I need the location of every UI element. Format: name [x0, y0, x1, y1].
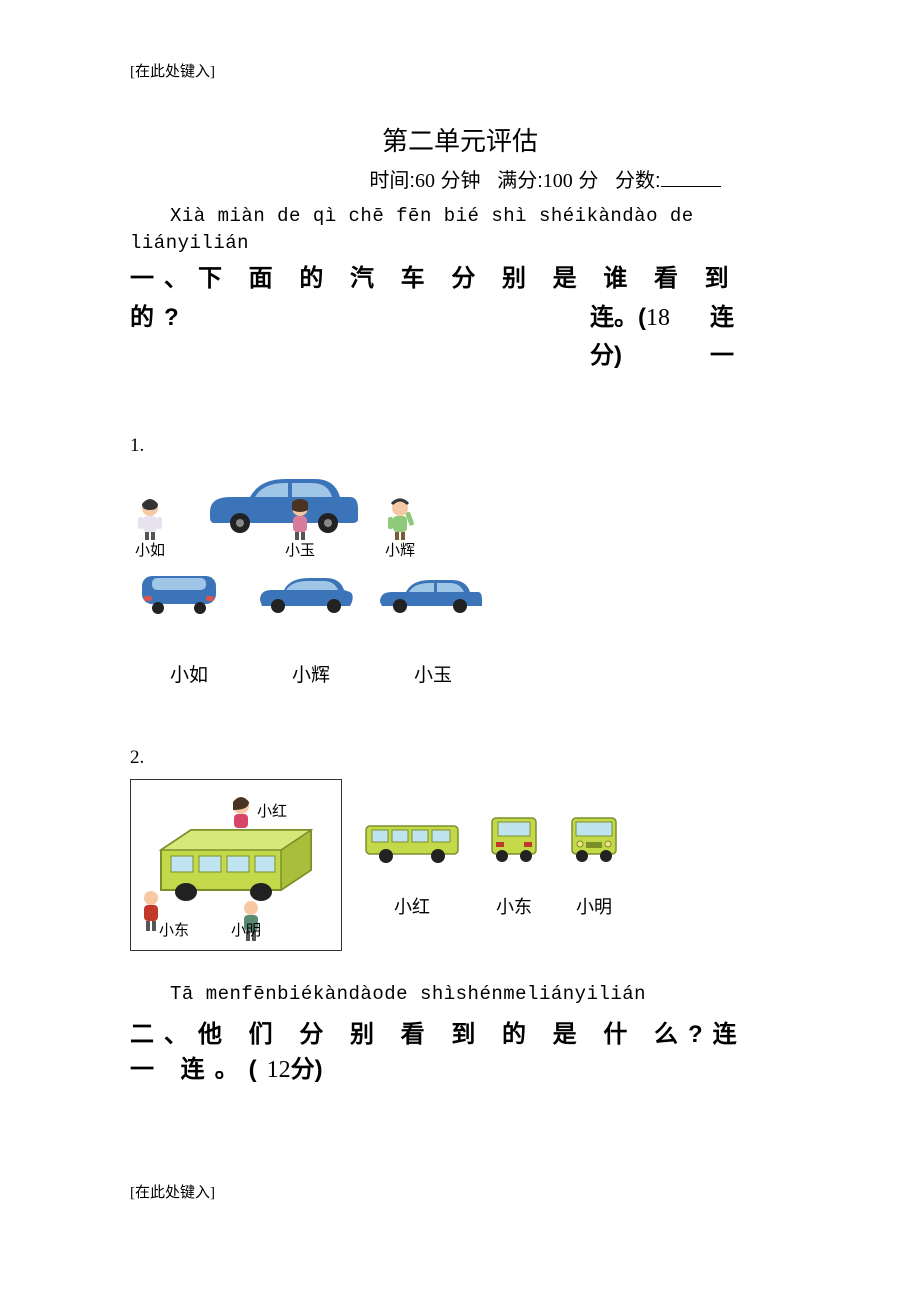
name-xiaohui: 小辉 [292, 660, 330, 687]
full-unit: 分 [578, 170, 598, 192]
q1-sub2-figure: 小红 小东 小明 小红 [130, 779, 790, 951]
bus-view-side-label: 小红 [362, 893, 462, 919]
q2-points: 12 [267, 1057, 291, 1083]
q1-sub1-figure: 小如 小 [130, 467, 790, 687]
kid-xiaohui-icon: 小辉 [380, 498, 420, 542]
score-label: 分数: [615, 170, 661, 192]
q1-sub2-num: 2. [130, 747, 790, 769]
q1-sub1-names: 小如 小辉 小玉 [170, 660, 790, 687]
full-label: 满分: [497, 170, 543, 192]
header-placeholder: [在此处键入] [130, 60, 790, 81]
time-value: 60 [415, 170, 435, 192]
bus-views-row: 小红 小东 小明 [362, 812, 622, 919]
q2-tail: 分) [291, 1056, 323, 1083]
full-value: 100 [543, 170, 573, 192]
q1-sub1-views-row [134, 570, 790, 620]
kid-xiaoyu-icon: 小玉 [280, 498, 320, 542]
car-side-small-icon [374, 570, 464, 620]
q1-heading: 一、下 面 的 汽 车 分 别 是 谁 看 到 的?连 一 连。(18 分) [130, 260, 790, 375]
q1-heading-tail-block: 连。(18 分) [590, 299, 710, 376]
q1-sub1-top-row: 小如 小 [130, 467, 790, 542]
car-angled-icon [254, 570, 344, 620]
kid-xiaoru-label: 小如 [135, 539, 165, 560]
bus-view-rear: 小东 [486, 812, 542, 919]
car-rear-icon [134, 570, 224, 620]
kid-xiaoyu-label: 小玉 [285, 539, 315, 560]
meta-line: 时间:60 分钟 满分:100 分 分数: [130, 164, 790, 193]
q1-heading-tail2: 连。( [590, 304, 646, 331]
q1-pinyin-line2: liányilián [130, 230, 790, 257]
q1-heading-tail1: 连 一 [710, 299, 790, 376]
q2-heading-text: 二、他 们 分 别 看 到 的 是 什 么?连 一 连。( [130, 1021, 747, 1083]
q2-heading: 二、他 们 分 别 看 到 的 是 什 么?连 一 连。(12分) [130, 1014, 790, 1084]
bus-view-side: 小红 [362, 816, 462, 919]
kid-xiaohui-label: 小辉 [385, 539, 415, 560]
footer-placeholder: [在此处键入] [130, 1181, 215, 1202]
bus-kid-top-label: 小红 [257, 800, 287, 821]
bus-kid-left-label: 小东 [159, 919, 189, 940]
score-blank[interactable] [661, 186, 721, 187]
name-xiaoyu: 小玉 [414, 660, 452, 687]
page-title: 第二单元评估 [130, 121, 790, 158]
bus-kid-right-label: 小明 [231, 919, 261, 940]
time-label: 时间: [369, 170, 415, 192]
bus-view-rear-label: 小东 [486, 893, 542, 919]
bus-scene-box: 小红 小东 小明 [130, 779, 342, 951]
bus-view-front: 小明 [566, 812, 622, 919]
q1-points: 18 [646, 305, 670, 331]
time-unit: 分钟 [441, 170, 481, 192]
bus-view-front-label: 小明 [566, 893, 622, 919]
page: [在此处键入] 第二单元评估 时间:60 分钟 满分:100 分 分数: Xià… [0, 0, 920, 1302]
q1-heading-tail3: 分) [590, 342, 622, 369]
name-xiaoru: 小如 [170, 660, 208, 687]
kid-xiaoru-icon: 小如 [130, 498, 170, 542]
q1-pinyin: Xià miàn de qì chē fēn bié shì shéikàndà… [170, 203, 790, 256]
q2-pinyin: Tā menfēnbiékàndàode shìshénmeliányilián [170, 981, 790, 1008]
q1-pinyin-line1: Xià miàn de qì chē fēn bié shì shéikàndà… [170, 203, 790, 230]
q1-sub1-num: 1. [130, 435, 790, 457]
